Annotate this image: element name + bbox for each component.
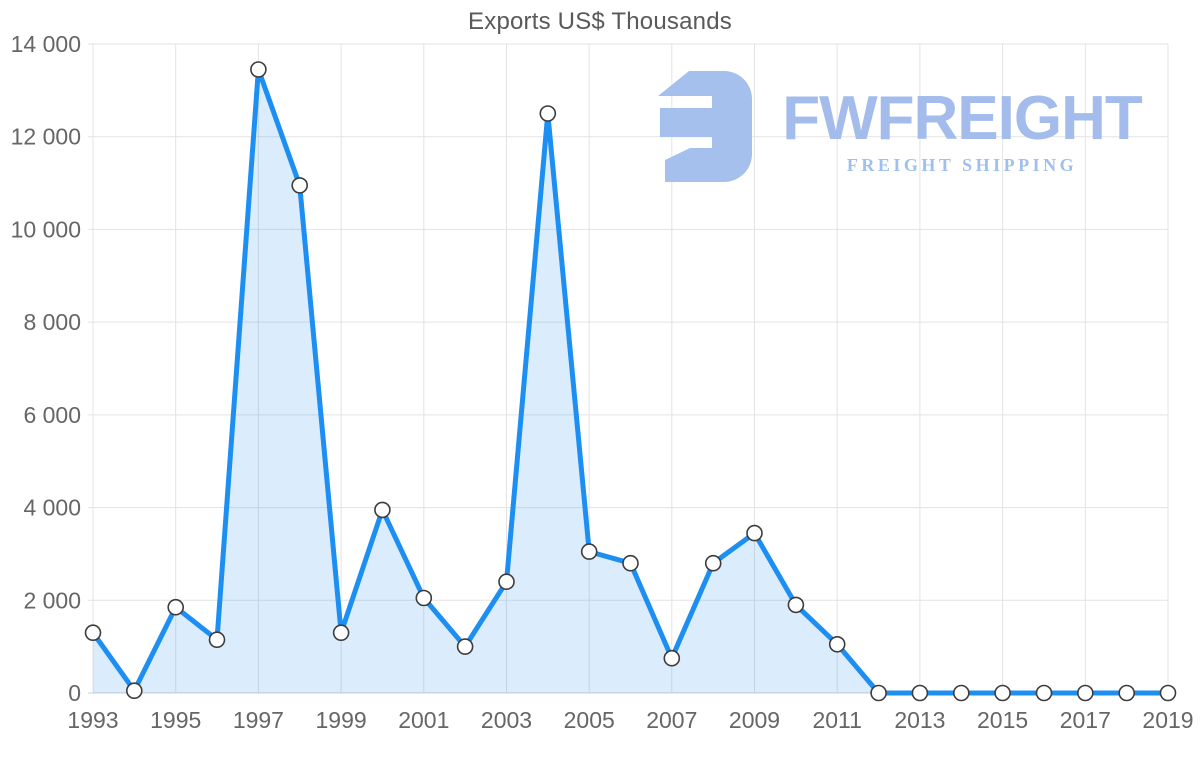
y-axis-tick-label: 6 000 [23, 402, 81, 428]
series-area-fill [93, 69, 1168, 693]
x-axis-tick-label: 2001 [398, 707, 449, 733]
data-point-2007[interactable] [663, 649, 681, 667]
x-axis-tick-label: 1997 [233, 707, 284, 733]
x-axis-tick-label: 2003 [481, 707, 532, 733]
chart-title: Exports US$ Thousands [468, 8, 732, 35]
data-point-2019[interactable] [1159, 684, 1177, 702]
data-point-2015[interactable] [994, 684, 1011, 702]
data-point-1994[interactable] [126, 682, 143, 700]
x-axis-tick-label: 2013 [894, 707, 945, 733]
y-axis-tick-label: 14 000 [11, 31, 81, 57]
x-axis-tick-label: 2007 [646, 707, 697, 733]
data-point-2016[interactable] [1035, 684, 1053, 702]
data-point-1993[interactable] [84, 624, 102, 642]
data-point-2000[interactable] [374, 501, 391, 519]
data-point-2005[interactable] [580, 543, 598, 560]
data-point-2018[interactable] [1118, 684, 1135, 702]
data-point-2014[interactable] [952, 684, 970, 702]
data-point-2004[interactable] [539, 105, 557, 122]
data-point-2017[interactable] [1077, 684, 1094, 702]
data-point-2013[interactable] [911, 684, 929, 702]
y-axis-tick-label: 0 [68, 680, 81, 706]
x-axis-tick-label: 2009 [729, 707, 780, 733]
data-point-1997[interactable] [250, 61, 267, 78]
y-axis-tick-label: 12 000 [11, 124, 81, 150]
x-axis-tick-label: 2005 [564, 707, 615, 733]
data-point-2001[interactable] [415, 589, 433, 607]
y-axis-tick-label: 2 000 [23, 587, 81, 613]
data-point-2003[interactable] [498, 573, 515, 591]
data-point-2006[interactable] [622, 554, 639, 572]
x-axis-tick-label: 2019 [1142, 707, 1193, 733]
y-axis-tick-label: 4 000 [23, 495, 81, 521]
x-axis-tick-label: 2017 [1060, 707, 1111, 733]
x-axis-tick-label: 2011 [812, 707, 861, 733]
x-axis-tick-label: 2015 [977, 707, 1028, 733]
data-point-2008[interactable] [704, 554, 722, 572]
data-point-1995[interactable] [167, 598, 184, 616]
x-axis-tick-label: 1999 [316, 707, 367, 733]
data-point-2011[interactable] [828, 635, 846, 653]
data-point-2002[interactable] [456, 638, 474, 655]
data-point-2010[interactable] [787, 596, 805, 614]
data-point-1996[interactable] [208, 631, 226, 649]
x-axis-tick-label: 1995 [150, 707, 201, 733]
y-axis-tick-label: 8 000 [23, 309, 81, 335]
x-axis-tick-label: 1993 [67, 707, 118, 733]
data-point-1998[interactable] [291, 177, 309, 194]
data-point-1999[interactable] [332, 624, 350, 642]
data-point-2012[interactable] [870, 684, 887, 702]
data-point-2009[interactable] [746, 524, 763, 542]
y-axis-tick-label: 10 000 [11, 216, 81, 242]
